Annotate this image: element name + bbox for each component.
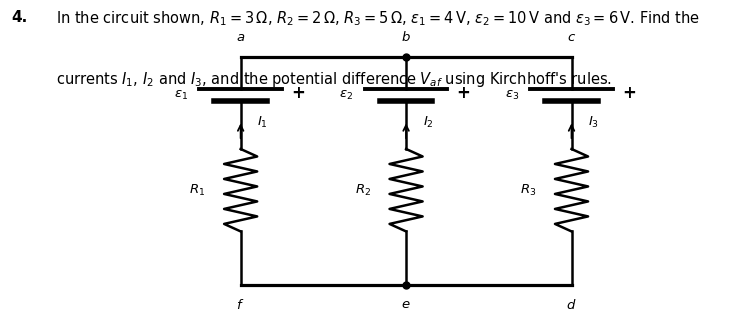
Text: $d$: $d$ [566, 298, 577, 312]
Text: 4.: 4. [11, 10, 28, 24]
Text: $R_3$: $R_3$ [520, 183, 536, 198]
Text: $\varepsilon_2$: $\varepsilon_2$ [339, 88, 353, 102]
Text: currents $I_1$, $I_2$ and $I_3$, and the potential difference $V_{af}$ using Kir: currents $I_1$, $I_2$ and $I_3$, and the… [56, 70, 612, 89]
Text: +: + [291, 84, 305, 101]
Text: $R_2$: $R_2$ [355, 183, 371, 198]
Text: $\varepsilon_3$: $\varepsilon_3$ [505, 88, 519, 102]
Text: $e$: $e$ [402, 298, 411, 311]
Text: $I_3$: $I_3$ [588, 114, 599, 130]
Text: In the circuit shown, $R_1 = 3\,\Omega$, $R_2 = 2\,\Omega$, $R_3 = 5\,\Omega$, $: In the circuit shown, $R_1 = 3\,\Omega$,… [56, 10, 700, 28]
Text: $a$: $a$ [236, 31, 245, 44]
Text: $\varepsilon_1$: $\varepsilon_1$ [174, 88, 188, 102]
Text: $f$: $f$ [236, 298, 245, 312]
Text: $c$: $c$ [567, 31, 576, 44]
Text: $R_1$: $R_1$ [189, 183, 205, 198]
Text: $I_1$: $I_1$ [257, 114, 268, 130]
Text: +: + [456, 84, 470, 101]
Text: +: + [622, 84, 635, 101]
Text: $I_2$: $I_2$ [423, 114, 433, 130]
Text: $b$: $b$ [401, 30, 411, 44]
